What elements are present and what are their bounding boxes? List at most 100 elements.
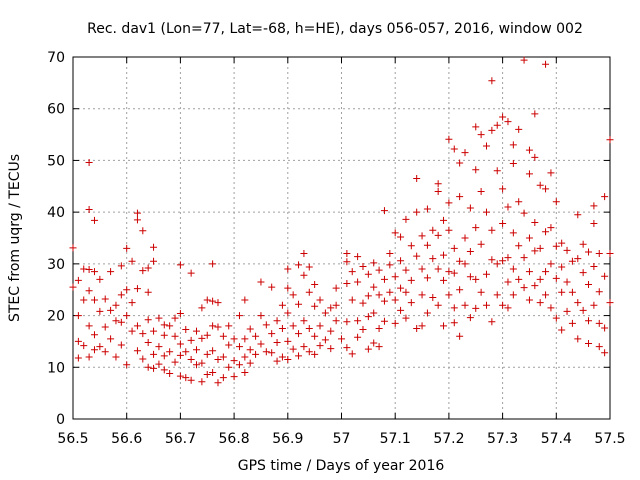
data-point-marker bbox=[241, 335, 249, 343]
data-point-marker bbox=[531, 153, 539, 161]
data-point-marker bbox=[203, 331, 211, 339]
data-point-marker bbox=[595, 250, 603, 258]
data-point-marker bbox=[300, 250, 308, 258]
data-point-marker bbox=[504, 118, 512, 126]
data-point-marker bbox=[295, 352, 303, 360]
data-point-marker bbox=[128, 299, 136, 307]
data-point-marker bbox=[182, 374, 190, 382]
data-point-marker bbox=[133, 322, 141, 330]
data-point-marker bbox=[117, 341, 125, 349]
data-point-marker bbox=[80, 296, 88, 304]
data-point-marker bbox=[203, 296, 211, 304]
data-point-marker bbox=[531, 247, 539, 255]
data-point-marker bbox=[139, 355, 147, 363]
data-point-marker bbox=[531, 110, 539, 118]
data-point-marker bbox=[429, 226, 437, 234]
data-point-marker bbox=[150, 257, 158, 265]
data-point-marker bbox=[509, 291, 517, 299]
data-point-marker bbox=[472, 166, 480, 174]
y-tick-label: 50 bbox=[47, 153, 65, 169]
data-point-marker bbox=[499, 185, 507, 193]
data-point-marker bbox=[332, 301, 340, 309]
data-point-marker bbox=[262, 348, 270, 356]
data-point-marker bbox=[499, 220, 507, 228]
data-point-marker bbox=[606, 299, 614, 307]
data-point-marker bbox=[418, 291, 426, 299]
data-point-marker bbox=[407, 242, 415, 250]
data-point-marker bbox=[198, 304, 206, 312]
data-point-marker bbox=[139, 267, 147, 275]
data-point-marker bbox=[219, 353, 227, 361]
y-tick-label: 40 bbox=[47, 205, 65, 221]
data-point-marker bbox=[209, 347, 217, 355]
data-point-marker bbox=[456, 159, 464, 167]
data-point-marker bbox=[509, 265, 517, 273]
data-point-marker bbox=[477, 131, 485, 139]
data-point-marker bbox=[418, 322, 426, 330]
data-point-marker bbox=[69, 283, 77, 291]
data-point-marker bbox=[273, 338, 281, 346]
data-point-marker bbox=[225, 341, 233, 349]
data-point-marker bbox=[133, 285, 141, 293]
data-point-marker bbox=[252, 350, 260, 358]
data-point-marker bbox=[364, 292, 372, 300]
data-point-marker bbox=[552, 274, 560, 282]
data-point-marker bbox=[402, 215, 410, 223]
data-point-marker bbox=[504, 304, 512, 312]
data-point-marker bbox=[96, 275, 104, 283]
data-point-marker bbox=[300, 317, 308, 325]
data-point-marker bbox=[456, 286, 464, 294]
data-point-marker bbox=[214, 299, 222, 307]
data-point-marker bbox=[187, 356, 195, 364]
data-point-marker bbox=[257, 312, 265, 320]
data-point-marker bbox=[311, 332, 319, 340]
data-point-marker bbox=[595, 288, 603, 296]
data-point-marker bbox=[488, 318, 496, 326]
data-point-marker bbox=[585, 281, 593, 289]
data-point-marker bbox=[601, 193, 609, 201]
data-point-marker bbox=[144, 363, 152, 371]
x-tick-label: 57.3 bbox=[487, 431, 518, 447]
data-point-marker bbox=[321, 309, 329, 317]
x-tick-label: 56.5 bbox=[57, 431, 88, 447]
data-point-marker bbox=[375, 343, 383, 351]
data-point-marker bbox=[74, 337, 82, 345]
data-point-marker bbox=[343, 318, 351, 326]
data-point-marker bbox=[445, 268, 453, 276]
data-point-marker bbox=[338, 335, 345, 343]
data-point-marker bbox=[558, 326, 566, 334]
data-point-marker bbox=[171, 332, 179, 340]
data-point-marker bbox=[112, 317, 120, 325]
data-point-marker bbox=[295, 300, 303, 308]
data-point-marker bbox=[343, 258, 351, 266]
data-point-marker bbox=[515, 275, 523, 283]
data-point-marker bbox=[488, 256, 496, 264]
data-point-marker bbox=[198, 378, 206, 386]
data-point-marker bbox=[160, 366, 168, 374]
data-point-marker bbox=[568, 288, 576, 296]
data-point-marker bbox=[150, 243, 158, 251]
data-point-marker bbox=[144, 264, 152, 272]
data-point-marker bbox=[558, 263, 566, 271]
data-point-marker bbox=[273, 317, 281, 325]
data-point-marker bbox=[531, 218, 539, 226]
data-point-marker bbox=[139, 227, 147, 235]
data-point-marker bbox=[203, 350, 211, 358]
data-point-marker bbox=[590, 220, 598, 228]
data-point-marker bbox=[375, 266, 383, 274]
data-point-marker bbox=[380, 207, 388, 215]
data-point-marker bbox=[80, 265, 88, 273]
data-point-marker bbox=[391, 229, 399, 237]
data-point-marker bbox=[445, 199, 453, 207]
data-point-marker bbox=[262, 321, 270, 329]
data-point-marker bbox=[278, 301, 286, 309]
data-point-marker bbox=[112, 353, 120, 361]
data-point-marker bbox=[504, 203, 512, 211]
data-point-marker bbox=[579, 269, 587, 277]
data-point-marker bbox=[182, 326, 190, 334]
data-point-marker bbox=[423, 309, 431, 317]
data-point-marker bbox=[230, 357, 238, 365]
data-point-marker bbox=[311, 281, 319, 289]
data-point-marker bbox=[606, 250, 614, 258]
data-point-marker bbox=[257, 278, 265, 286]
